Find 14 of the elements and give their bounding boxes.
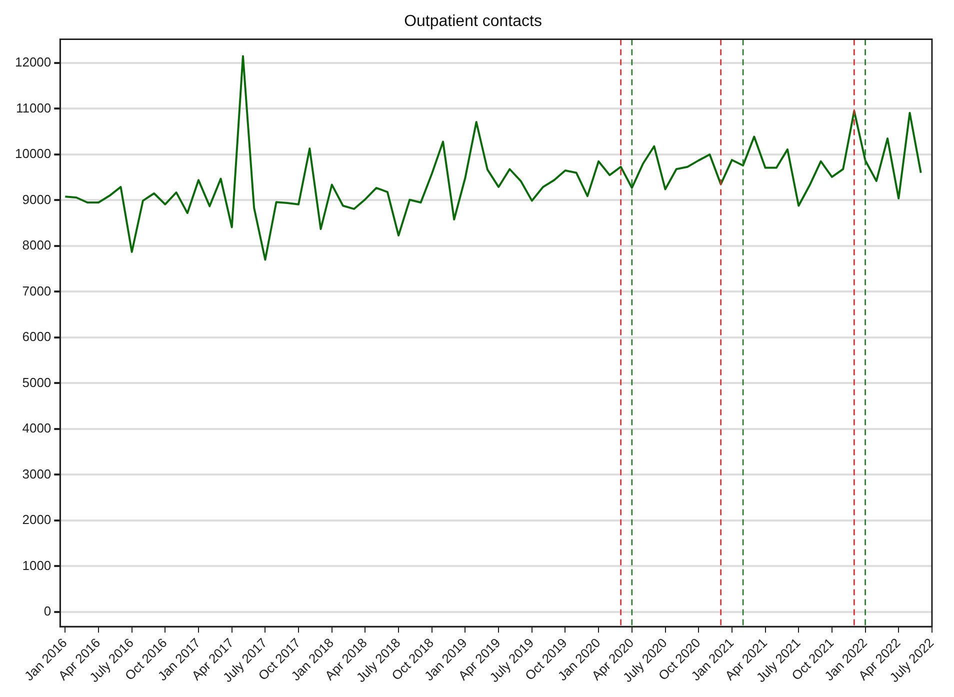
y-tick-label: 0 — [44, 604, 52, 619]
y-tick-label: 2000 — [22, 512, 52, 528]
y-tick-label: 12000 — [14, 54, 52, 70]
y-tick-label: 8000 — [22, 238, 52, 253]
y-tick-label: 11000 — [16, 100, 52, 116]
chart-title: Outpatient contacts — [404, 13, 542, 30]
y-tick-label: 7000 — [22, 283, 52, 298]
y-tick-label: 4000 — [22, 420, 52, 436]
y-tick-label: 5000 — [22, 374, 52, 390]
y-tick-label: 9000 — [22, 192, 52, 207]
y-tick-label: 6000 — [22, 329, 52, 344]
y-tick-label: 10000 — [14, 146, 52, 162]
y-tick-label: 1000 — [22, 558, 52, 573]
y-tick-label: 3000 — [22, 466, 52, 482]
